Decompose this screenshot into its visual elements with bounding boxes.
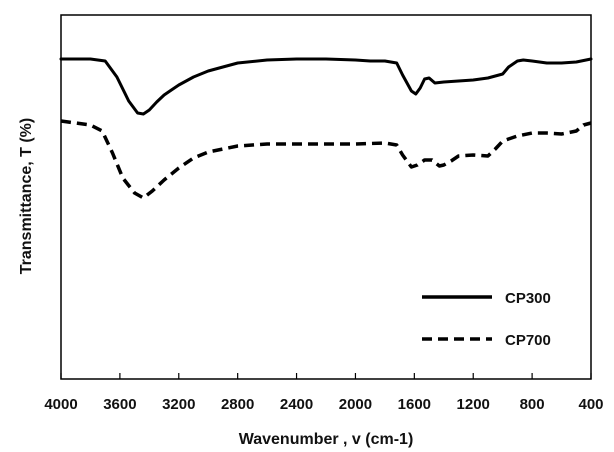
x-tick-label-400: 400 — [578, 396, 603, 413]
legend: CP300 CP700 — [422, 290, 551, 349]
x-axis-title: Wavenumber , v (cm-1) — [239, 431, 414, 448]
legend-label-cp300: CP300 — [505, 290, 551, 307]
x-axis-ticks — [60, 373, 592, 379]
x-tick-label-800: 800 — [520, 396, 545, 413]
x-tick-label-2800: 2800 — [221, 396, 254, 413]
series-line-cp300 — [59, 57, 593, 116]
x-tick-label-1600: 1600 — [398, 396, 431, 413]
x-tick-label-3600: 3600 — [103, 396, 136, 413]
legend-label-cp700: CP700 — [505, 332, 551, 349]
y-axis-title: Transmittance, T (%) — [18, 118, 35, 274]
x-tick-label-2400: 2400 — [280, 396, 313, 413]
series-line-cp700 — [60, 119, 592, 200]
plot-frame — [60, 14, 592, 380]
x-tick-label-2000: 2000 — [339, 396, 372, 413]
x-tick-label-1200: 1200 — [457, 396, 490, 413]
series-layer — [59, 57, 593, 200]
x-tick-label-3200: 3200 — [162, 396, 195, 413]
x-tick-label-4000: 4000 — [44, 396, 77, 413]
x-axis-tick-labels: 4000 3600 3200 2800 2400 2000 1600 1200 800 400 — [44, 396, 603, 413]
